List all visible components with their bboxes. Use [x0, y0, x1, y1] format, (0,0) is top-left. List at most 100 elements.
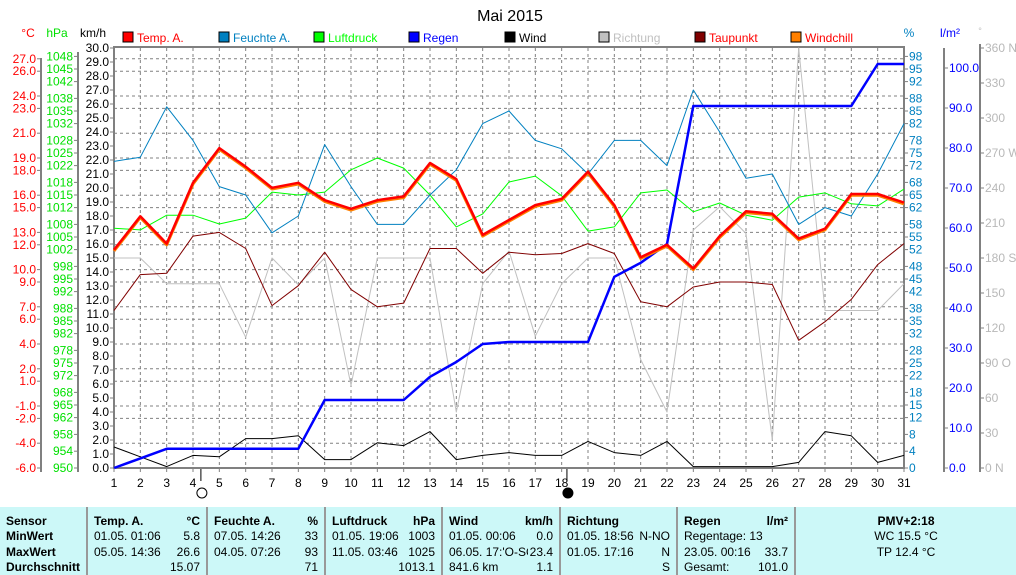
pressure-header: Luftdruck — [332, 514, 388, 528]
rain-tick-label: 20.0 — [949, 381, 973, 395]
pressure-min-time: 01.05. 19:06 — [332, 529, 399, 543]
rain-total: 101.0 — [757, 560, 788, 574]
direction-tick-label: 240 — [985, 181, 1005, 195]
temp-tick-label: 16.0 — [13, 188, 37, 202]
rain-tick-label: 10.0 — [949, 421, 973, 435]
statistics-panel: Sensor MinWert MaxWert Durchschnitt Temp… — [0, 507, 1016, 575]
legend-swatch — [122, 31, 134, 43]
direction-tick-label: 60 — [985, 391, 999, 405]
pressure-tick-label: 1018 — [46, 175, 73, 189]
humidity-tick-label: 35 — [909, 314, 923, 328]
stats-col-rain: Regen l/m² Regentage: 13 23.05. 00:16 33.7… — [678, 507, 796, 575]
pressure-tick-label: 992 — [53, 285, 73, 299]
wind-tick-label: 13.0 — [86, 279, 110, 293]
pressure-tick-label: 1025 — [46, 146, 73, 160]
wind-tick-label: 7.0 — [92, 363, 109, 377]
rain-max: 33.7 — [764, 545, 788, 559]
temp-tick-label: 1.0 — [19, 374, 36, 388]
x-tick-label: 26 — [766, 476, 780, 490]
wind-tick-label: 29.0 — [86, 55, 110, 69]
wind-tick-label: 10.0 — [86, 321, 110, 335]
wind-tick-label: 5.0 — [92, 391, 109, 405]
stats-col-humidity: Feuchte A.% 07.05. 14:26 33 04.05. 07:26 9… — [208, 507, 326, 575]
temp-tick-label: 2.0 — [19, 362, 36, 376]
chart-title: Mai 2015 — [477, 8, 543, 25]
rain-tick-label: 100.0 — [949, 61, 979, 75]
legend: Temp. A. Feuchte A. Luftdruck Regen Wind Rich… — [122, 31, 853, 45]
legend-swatch — [504, 31, 516, 43]
wind-tick-label: 8.0 — [92, 349, 109, 363]
x-axis-ticks: 1 2 3 4 5 6 7 8 9 10 11 12 13 14 15 16 17 18 19 20 21 22 23 24 2… — [111, 468, 911, 490]
pmv-header: PMV+2:18 — [877, 514, 935, 528]
rain-unit: l/m² — [766, 514, 788, 528]
pressure-tick-label: 995 — [53, 272, 73, 286]
legend-label: Luftdruck — [328, 31, 378, 45]
wind-distance: 841.6 km — [449, 560, 499, 574]
wind-tick-label: 25.0 — [86, 111, 110, 125]
temp-tick-label: 19.0 — [13, 151, 37, 165]
x-tick-label: 22 — [660, 476, 674, 490]
temp-tick-label: -6.0 — [15, 461, 36, 475]
direction-tick-label: 270 W — [985, 146, 1016, 160]
temp-tick-label: 26.0 — [13, 64, 37, 78]
pressure-tick-label: 1028 — [46, 133, 73, 147]
wind-tick-label: 9.0 — [92, 335, 109, 349]
wind-tick-label: 26.0 — [86, 97, 110, 111]
wind-tick-label: 0.0 — [92, 461, 109, 475]
rain-days: Regentage: 13 — [684, 529, 763, 543]
temp-min: 5.8 — [183, 529, 200, 543]
temp-tick-label: 15.0 — [13, 201, 37, 215]
humidity-tick-label: 85 — [909, 104, 923, 118]
temp-tick-label: 12.0 — [13, 238, 37, 252]
legend-label: Richtung — [613, 31, 660, 45]
series-line-taupunkt — [113, 231, 905, 341]
temp-tick-label: 9.0 — [19, 275, 36, 289]
x-tick-label: 9 — [321, 476, 328, 490]
rain-axis-unit: l/m² — [940, 26, 960, 40]
humidity-max: 93 — [304, 545, 318, 559]
rain-tick-label: 90.0 — [949, 101, 973, 115]
rain-tick-label: 40.0 — [949, 301, 973, 315]
direction-tick-label: 90 O — [985, 356, 1011, 370]
x-tick-label: 14 — [450, 476, 464, 490]
temp-min-time: 01.05. 01:06 — [94, 529, 161, 543]
pressure-tick-label: 1002 — [46, 243, 73, 257]
humidity-tick-label: 32 — [909, 327, 923, 341]
wind-tick-label: 21.0 — [86, 167, 110, 181]
temp-tick-label: 23.0 — [13, 101, 37, 115]
series-line-luftdruck — [113, 157, 905, 232]
pressure-tick-label: 1015 — [46, 188, 73, 202]
temp-tick-label: 13.0 — [13, 225, 37, 239]
humidity-tick-label: 98 — [909, 49, 923, 63]
wind-tick-label: 1.0 — [92, 447, 109, 461]
maxwert-label: MaxWert — [6, 545, 56, 559]
temp-header: Temp. A. — [94, 514, 144, 528]
axis-unit-labels: °C hPa km/h % l/m² ° — [21, 26, 982, 40]
humidity-tick-label: 52 — [909, 243, 923, 257]
x-tick-label: 31 — [897, 476, 911, 490]
pressure-tick-label: 998 — [53, 259, 73, 273]
wind-tick-label: 6.0 — [92, 377, 109, 391]
pmv-dewpoint: TP 12.4 °C — [876, 545, 936, 559]
x-tick-label: 8 — [295, 476, 302, 490]
x-tick-label: 12 — [397, 476, 411, 490]
humidity-axis-unit: % — [904, 26, 915, 40]
series-lines — [112, 47, 905, 470]
pressure-tick-label: 1035 — [46, 104, 73, 118]
humidity-tick-label: 55 — [909, 230, 923, 244]
x-tick-label: 7 — [269, 476, 276, 490]
wind-tick-label: 24.0 — [86, 125, 110, 139]
wind-min: 0.0 — [536, 529, 553, 543]
humidity-tick-label: 92 — [909, 75, 923, 89]
x-tick-label: 3 — [163, 476, 170, 490]
pmv-windchill: WC 15.5 °C — [874, 529, 938, 543]
pressure-min: 1003 — [408, 529, 435, 543]
wind-unit: km/h — [524, 514, 553, 528]
direction-min: N-NO — [639, 529, 670, 543]
pressure-tick-label: 1008 — [46, 217, 73, 231]
direction-tick-label: 210 — [985, 216, 1005, 230]
new-moon-icon — [562, 487, 574, 499]
direction-tick-label: 180 S — [985, 251, 1016, 265]
humidity-header: Feuchte A. — [214, 514, 275, 528]
direction-tick-label: 0 N — [985, 461, 1004, 475]
